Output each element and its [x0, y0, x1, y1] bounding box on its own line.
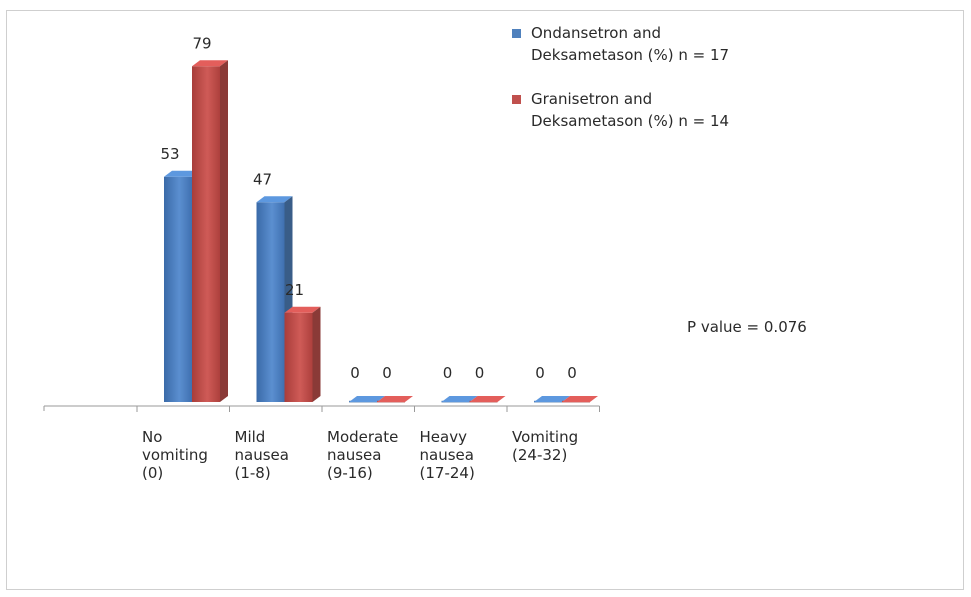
- x-tick-label-2: Moderate nausea (9-16): [327, 428, 398, 482]
- p-value-annotation: P value = 0.076: [687, 318, 807, 336]
- bar-ondansetron-4: [534, 396, 570, 403]
- x-tick-label-1: Mild nausea (1-8): [235, 428, 289, 482]
- x-tick-label-line: nausea: [420, 446, 474, 464]
- x-tick-label-line: (24-32): [512, 446, 567, 464]
- x-tick-label-line: Mild: [235, 428, 266, 446]
- data-label: 0: [475, 364, 485, 382]
- bar-granisetron-3: [469, 396, 506, 403]
- x-axis: No vomiting (0)Mild nausea (1-8)Moderate naus…: [43, 405, 600, 482]
- legend-swatch-1: [512, 95, 521, 104]
- data-label: 21: [285, 281, 304, 299]
- legend-label-line: Granisetron and: [531, 90, 652, 108]
- legend-label-line: Deksametason (%) n = 17: [531, 46, 729, 64]
- bar-top: [534, 396, 570, 402]
- x-tick-label-line: (1-8): [235, 464, 271, 482]
- bar-top: [441, 396, 478, 402]
- x-tick-label-line: (17-24): [420, 464, 475, 482]
- x-tick-label-line: (0): [142, 464, 163, 482]
- bar-top: [164, 170, 200, 177]
- x-tick-label-line: (9-16): [327, 464, 373, 482]
- bar-top: [469, 396, 506, 402]
- x-tick-label-line: nausea: [235, 446, 289, 464]
- data-label: 53: [160, 145, 179, 163]
- bar-top: [377, 396, 413, 402]
- x-tick-label-line: vomiting: [142, 446, 208, 464]
- x-tick-label-line: Moderate: [327, 428, 398, 446]
- bar-top: [256, 196, 293, 203]
- bar-granisetron-0: [192, 60, 228, 402]
- x-tick-label-0: No vomiting (0): [142, 428, 208, 482]
- legend: Ondansetron and Deksametason (%) n = 17 Gr…: [512, 24, 729, 130]
- bar-side: [312, 306, 321, 402]
- legend-label-line: Ondansetron and: [531, 24, 661, 42]
- data-label: 0: [535, 364, 545, 382]
- data-labels: 53 79 47 21 0 0 0 0 0 0: [160, 34, 576, 382]
- bar-front: [256, 202, 285, 402]
- bars-layer: [164, 60, 598, 403]
- bar-granisetron-2: [377, 396, 413, 403]
- data-label: 0: [567, 364, 577, 382]
- x-tick-label-line: No: [142, 428, 162, 446]
- bar-front: [192, 66, 220, 402]
- x-tick-label-line: Heavy: [420, 428, 468, 446]
- x-tick-label-3: Heavy nausea (17-24): [420, 428, 475, 482]
- data-label: 0: [382, 364, 392, 382]
- bar-side: [220, 60, 228, 402]
- x-tick-label-line: nausea: [327, 446, 381, 464]
- legend-label-0: Ondansetron and Deksametason (%) n = 17: [531, 24, 729, 64]
- x-tick-label-line: Vomiting: [512, 428, 578, 446]
- data-label: 47: [253, 170, 272, 188]
- data-label: 0: [443, 364, 453, 382]
- bar-ondansetron-3: [441, 396, 478, 403]
- bar-granisetron-1: [284, 306, 321, 402]
- legend-label-line: Deksametason (%) n = 14: [531, 112, 729, 130]
- data-label: 0: [350, 364, 360, 382]
- bar-top: [562, 396, 598, 402]
- bar-ondansetron-2: [349, 396, 385, 403]
- data-label: 79: [192, 34, 211, 52]
- bar-granisetron-4: [562, 396, 598, 403]
- bar-top: [192, 60, 228, 67]
- bar-top: [349, 396, 385, 402]
- legend-label-1: Granisetron and Deksametason (%) n = 14: [531, 90, 729, 130]
- legend-swatch-0: [512, 29, 521, 38]
- bar-front: [284, 312, 313, 402]
- bar-top: [284, 306, 321, 313]
- x-tick-label-4: Vomiting (24-32): [512, 428, 578, 464]
- bar-front: [164, 176, 192, 402]
